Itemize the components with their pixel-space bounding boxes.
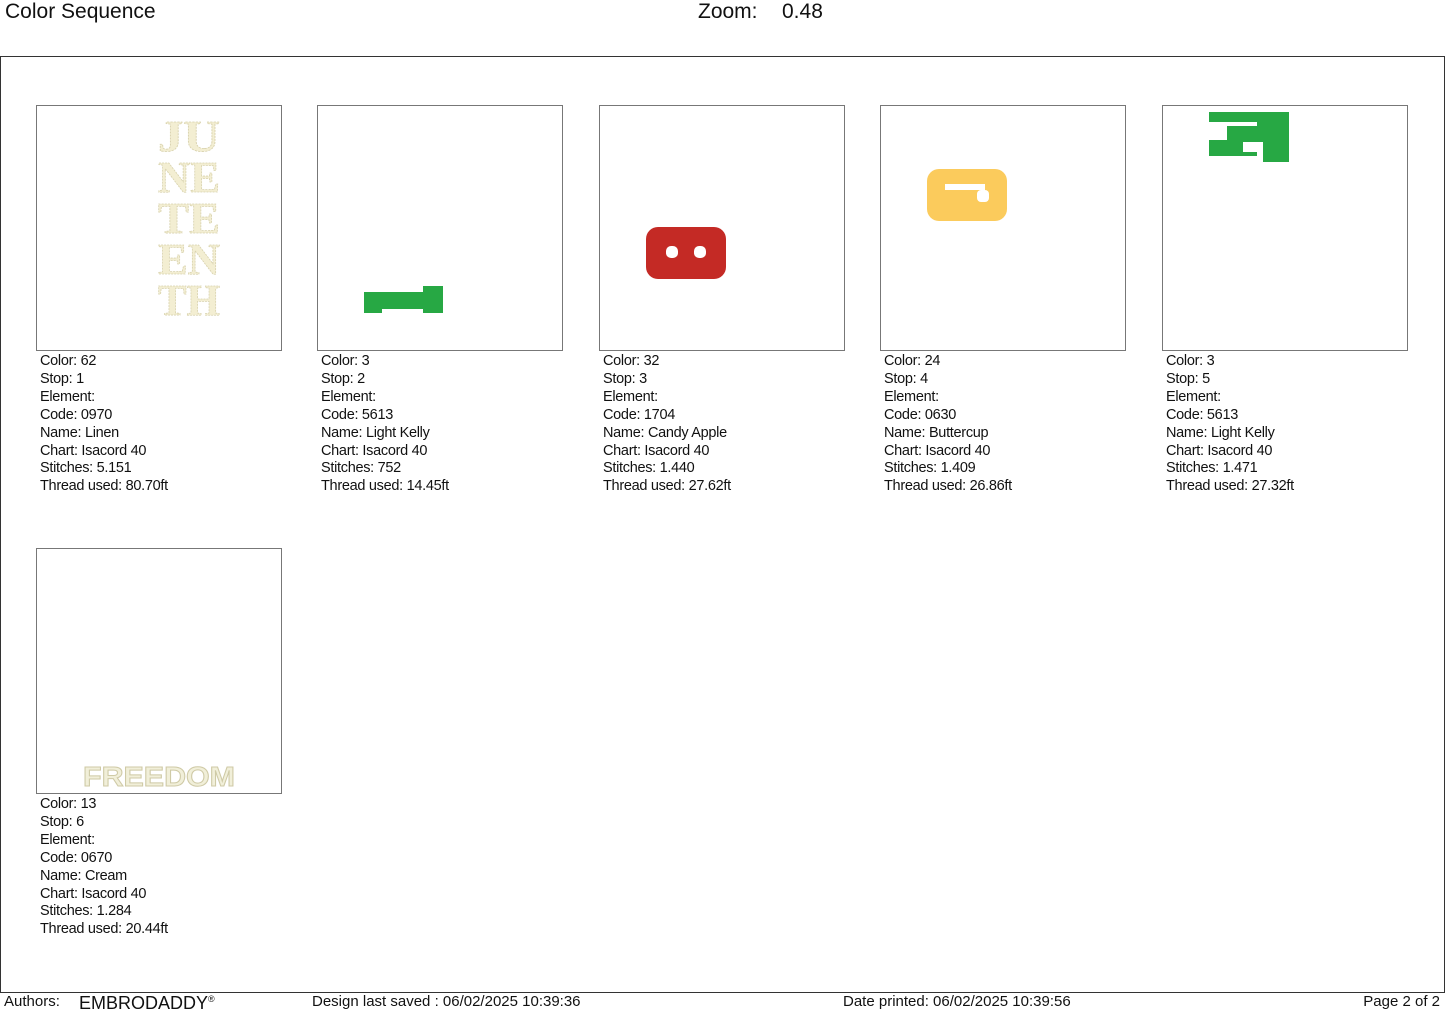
thread-chart: Chart: Isacord 40	[321, 442, 428, 459]
stitch-count: Stitches: 5.151	[40, 460, 132, 477]
stitch-count: Stitches: 752	[321, 460, 401, 477]
stop-thumbnail: FREEDOM	[36, 548, 282, 794]
thumb-shape	[646, 227, 726, 279]
thread-used: Thread used: 80.70ft	[40, 478, 168, 495]
thread-code: Code: 0970	[40, 406, 112, 423]
color-number: Color: 3	[321, 353, 370, 369]
stop-thumbnail	[317, 105, 563, 351]
color-number: Color: 62	[40, 353, 97, 369]
element: Element:	[40, 831, 95, 848]
color-number: Color: 24	[884, 353, 941, 369]
color-stop-card: Color: 32 Stop: 3 Element: Code: 1704 Na…	[599, 105, 845, 496]
stitch-count: Stitches: 1.409	[884, 460, 976, 477]
authors-label: Authors:	[4, 993, 60, 1010]
zoom-value: 0.48	[782, 0, 823, 23]
thread-name: Name: Linen	[40, 424, 119, 441]
color-stop-card: Color: 3 Stop: 5 Element: Code: 5613 Nam…	[1162, 105, 1408, 496]
thumb-shape	[927, 169, 1007, 221]
stop-thumbnail	[880, 105, 1126, 351]
thread-used: Thread used: 27.62ft	[603, 478, 731, 495]
thread-used: Thread used: 26.86ft	[884, 478, 1012, 495]
thread-code: Code: 5613	[1166, 406, 1238, 423]
stop-number: Stop: 2	[321, 370, 365, 387]
thread-chart: Chart: Isacord 40	[40, 885, 147, 902]
element: Element:	[321, 388, 376, 405]
stitch-count: Stitches: 1.440	[603, 460, 695, 477]
thread-code: Code: 0670	[40, 849, 112, 866]
element: Element:	[1166, 388, 1221, 405]
thread-code: Code: 1704	[603, 406, 675, 423]
thumb-letters: TH	[158, 276, 220, 325]
thumb-letters: EN	[158, 235, 220, 284]
thread-chart: Chart: Isacord 40	[603, 442, 710, 459]
stop-number: Stop: 3	[603, 370, 647, 387]
thread-chart: Chart: Isacord 40	[884, 442, 991, 459]
color-stop-card: Color: 24 Stop: 4 Element: Code: 0630 Na…	[880, 105, 1126, 496]
thumb-letters: NE	[158, 153, 220, 202]
thread-code: Code: 5613	[321, 406, 393, 423]
color-stop-card: FREEDOM Color: 13 Stop: 6 Element: Code:…	[36, 548, 282, 939]
page-title: Color Sequence	[5, 0, 156, 23]
thread-name: Name: Cream	[40, 867, 127, 884]
stop-number: Stop: 4	[884, 370, 928, 387]
color-number: Color: 13	[40, 796, 97, 812]
stop-thumbnail	[599, 105, 845, 351]
thread-used: Thread used: 20.44ft	[40, 921, 168, 938]
thread-name: Name: Light Kelly	[1166, 424, 1275, 441]
thumb-shape	[364, 286, 443, 313]
thread-name: Name: Candy Apple	[603, 424, 727, 441]
authors-value: EMBRODADDY®	[79, 993, 215, 1013]
color-stop-card: Color: 3 Stop: 2 Element: Code: 5613 Nam…	[317, 105, 563, 496]
page-number: Page 2 of 2	[1363, 993, 1440, 1010]
thread-chart: Chart: Isacord 40	[1166, 442, 1273, 459]
stop-number: Stop: 1	[40, 370, 84, 387]
thread-name: Name: Buttercup	[884, 424, 989, 441]
color-number: Color: 3	[1166, 353, 1215, 369]
element: Element:	[884, 388, 939, 405]
thumb-letters: TE	[158, 194, 220, 243]
stop-thumbnail	[1162, 105, 1408, 351]
thread-code: Code: 0630	[884, 406, 956, 423]
thread-chart: Chart: Isacord 40	[40, 442, 147, 459]
thumb-shape	[1209, 112, 1289, 162]
stop-thumbnail: JU NE TE EN TH	[36, 105, 282, 351]
thumb-letters: JU	[158, 112, 220, 161]
thumb-letters: FREEDOM	[83, 761, 235, 792]
date-printed: Date printed: 06/02/2025 10:39:56	[843, 993, 1071, 1010]
stop-number: Stop: 6	[40, 813, 84, 830]
thread-used: Thread used: 14.45ft	[321, 478, 449, 495]
thread-name: Name: Light Kelly	[321, 424, 430, 441]
stitch-count: Stitches: 1.471	[1166, 460, 1258, 477]
element: Element:	[603, 388, 658, 405]
stitch-count: Stitches: 1.284	[40, 903, 132, 920]
design-last-saved: Design last saved : 06/02/2025 10:39:36	[312, 993, 581, 1010]
element: Element:	[40, 388, 95, 405]
zoom-label: Zoom:	[698, 0, 758, 23]
color-stop-card: JU NE TE EN TH Color: 62 Stop: 1 Element: Co…	[36, 105, 282, 496]
thread-used: Thread used: 27.32ft	[1166, 478, 1294, 495]
color-number: Color: 32	[603, 353, 660, 369]
stop-number: Stop: 5	[1166, 370, 1210, 387]
